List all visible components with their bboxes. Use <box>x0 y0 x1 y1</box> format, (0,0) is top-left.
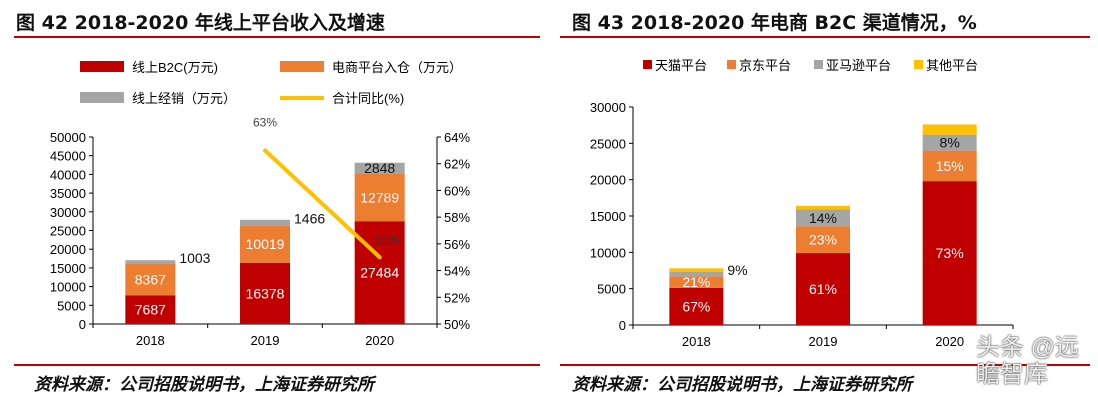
legend-swatch <box>280 61 324 72</box>
data-label: 10019 <box>246 236 285 252</box>
title-rule-right <box>560 36 1090 38</box>
bar-segment <box>354 221 405 324</box>
line-data-label: 63% <box>253 115 277 129</box>
legend-label: 合计同比(%) <box>332 91 404 106</box>
y-tick-label: 5000 <box>597 282 626 297</box>
legend-label: 线上B2C(万元) <box>132 60 218 75</box>
data-label: 21% <box>682 274 710 290</box>
bar-segment <box>125 263 176 296</box>
y2-tick-label: 54% <box>444 264 470 279</box>
data-label: 7687 <box>135 302 166 318</box>
y-tick-label: 0 <box>619 318 626 333</box>
x-tick-label: 2019 <box>251 333 280 348</box>
x-tick-label: 2018 <box>682 334 711 349</box>
y2-tick-label: 62% <box>444 157 470 172</box>
bar-segment <box>354 162 405 174</box>
data-label: 14% <box>809 210 837 226</box>
bar-segment <box>796 226 850 254</box>
data-label: 73% <box>936 245 964 261</box>
bar-segment <box>922 181 977 325</box>
y-tick-label: 50000 <box>50 130 86 145</box>
bar-segment <box>125 295 176 324</box>
bar-segment <box>796 209 850 227</box>
line-series <box>263 148 382 260</box>
y-tick-label: 45000 <box>50 149 86 164</box>
chart-title-right: 图 43 2018-2020 年电商 B2C 渠道情况，% <box>572 12 977 34</box>
source-rule-right <box>560 364 1090 366</box>
bar-segment <box>669 276 724 288</box>
data-label: 27484 <box>360 265 399 281</box>
legend-swatch <box>914 60 923 69</box>
bar-segment <box>669 271 724 277</box>
data-label: 1003 <box>179 250 210 266</box>
y-tick-label: 25000 <box>590 136 626 151</box>
source-left: 资料来源：公司招股说明书，上海证券研究所 <box>34 375 374 395</box>
data-label: 1466 <box>294 211 325 227</box>
bar-segment <box>796 253 850 325</box>
legend-label: 亚马逊平台 <box>826 58 891 73</box>
bar-segment <box>240 219 290 226</box>
bar-segment <box>669 287 724 325</box>
y2-tick-label: 50% <box>444 317 470 332</box>
bar-segment <box>354 173 405 222</box>
bar-segment <box>922 124 977 135</box>
x-tick-label: 2018 <box>136 333 165 348</box>
legend-label: 电商平台入仓（万元） <box>332 60 462 75</box>
bar-segment <box>922 134 977 151</box>
y-tick-label: 25000 <box>50 224 86 239</box>
data-label: 2848 <box>364 160 395 176</box>
legend-label: 其他平台 <box>926 58 978 73</box>
y-tick-label: 35000 <box>50 186 86 201</box>
bar-segment <box>240 262 290 324</box>
legend-swatch <box>80 61 124 72</box>
y-tick-label: 5000 <box>57 298 86 313</box>
bar-segment <box>669 268 724 272</box>
data-label: 67% <box>682 298 710 314</box>
y-tick-label: 20000 <box>590 173 626 188</box>
legend-swatch <box>80 92 124 103</box>
y-tick-label: 15000 <box>590 209 626 224</box>
y-tick-label: 10000 <box>590 245 626 260</box>
data-label: 8% <box>940 135 960 151</box>
source-right: 资料来源：公司招股说明书，上海证券研究所 <box>572 375 912 395</box>
data-label: 16378 <box>246 285 285 301</box>
data-label: 61% <box>809 281 837 297</box>
legend-swatch <box>814 60 823 69</box>
source-rule-left <box>14 364 540 366</box>
x-tick-label: 2020 <box>935 334 964 349</box>
y-tick-label: 20000 <box>50 242 86 257</box>
y-tick-label: 0 <box>79 317 86 332</box>
data-label: 15% <box>936 158 964 174</box>
y-tick-label: 15000 <box>50 261 86 276</box>
bar-segment <box>796 205 850 210</box>
line-data-label: 55% <box>376 233 400 247</box>
y2-tick-label: 52% <box>444 290 470 305</box>
chart-title-left: 图 42 2018-2020 年线上平台收入及增速 <box>16 12 385 34</box>
x-tick-label: 2019 <box>809 334 838 349</box>
data-label: 23% <box>809 232 837 248</box>
legend-label: 天猫平台 <box>655 58 707 73</box>
y-tick-label: 40000 <box>50 167 86 182</box>
data-label: 8367 <box>135 272 166 288</box>
y2-tick-label: 64% <box>444 130 470 145</box>
x-tick-label: 2020 <box>365 333 394 348</box>
bar-segment <box>240 225 290 263</box>
y-tick-label: 30000 <box>50 205 86 220</box>
y2-tick-label: 56% <box>444 237 470 252</box>
y2-tick-label: 60% <box>444 183 470 198</box>
y-tick-label: 30000 <box>590 100 626 115</box>
data-label: 9% <box>727 262 747 278</box>
bar-segment <box>922 150 977 182</box>
data-label: 12789 <box>360 189 399 205</box>
legend-label: 线上经销（万元） <box>132 91 236 106</box>
watermark: 头条 @远瞻智库 <box>976 334 1080 388</box>
title-rule-left <box>14 36 540 38</box>
legend-swatch <box>727 60 736 69</box>
legend-label: 京东平台 <box>739 58 791 73</box>
y2-tick-label: 58% <box>444 210 470 225</box>
legend-swatch <box>643 60 652 69</box>
y-tick-label: 10000 <box>50 280 86 295</box>
bar-segment <box>125 260 176 264</box>
